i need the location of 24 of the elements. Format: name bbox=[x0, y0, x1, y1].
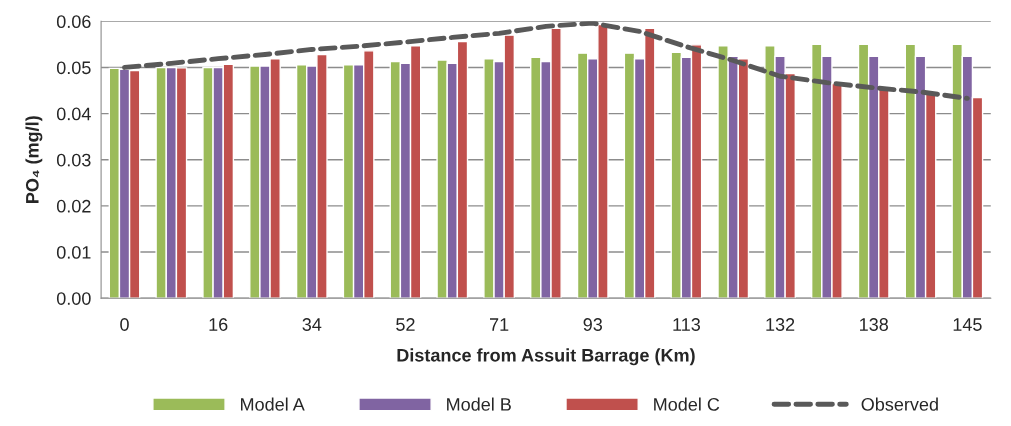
x-tick-label: 138 bbox=[860, 318, 888, 331]
x-tick-label: 34 bbox=[302, 318, 322, 331]
y-tick-label: 0.04 bbox=[56, 107, 91, 121]
x-tick-label: 71 bbox=[490, 318, 509, 331]
y-tick-label: 0.05 bbox=[56, 61, 91, 75]
legend-label: Model A bbox=[241, 397, 305, 411]
x-axis-title: Distance from Assuit Barrage (Km) bbox=[397, 348, 695, 366]
line-series bbox=[122, 21, 970, 101]
y-tick-label: 0.00 bbox=[56, 292, 91, 305]
x-tick-label: 145 bbox=[953, 318, 982, 331]
x-tick-label: 16 bbox=[209, 318, 228, 331]
x-tick-label: 93 bbox=[583, 318, 603, 331]
x-tick-label: 113 bbox=[673, 318, 701, 331]
x-tick-label: 0 bbox=[120, 318, 129, 331]
legend-label: Observed bbox=[861, 397, 938, 411]
x-tick-label: 132 bbox=[766, 318, 795, 331]
y-tick-label: 0.06 bbox=[56, 15, 91, 29]
y-axis-title: PO₄ (mg/l) bbox=[25, 116, 43, 203]
y-tick-label: 0.02 bbox=[56, 199, 91, 213]
x-tick-label: 52 bbox=[396, 318, 415, 331]
y-tick-label: 0.01 bbox=[56, 245, 91, 259]
y-tick-label: 0.03 bbox=[56, 153, 91, 167]
legend-label: Model C bbox=[654, 397, 720, 411]
legend-label: Model B bbox=[447, 397, 511, 411]
